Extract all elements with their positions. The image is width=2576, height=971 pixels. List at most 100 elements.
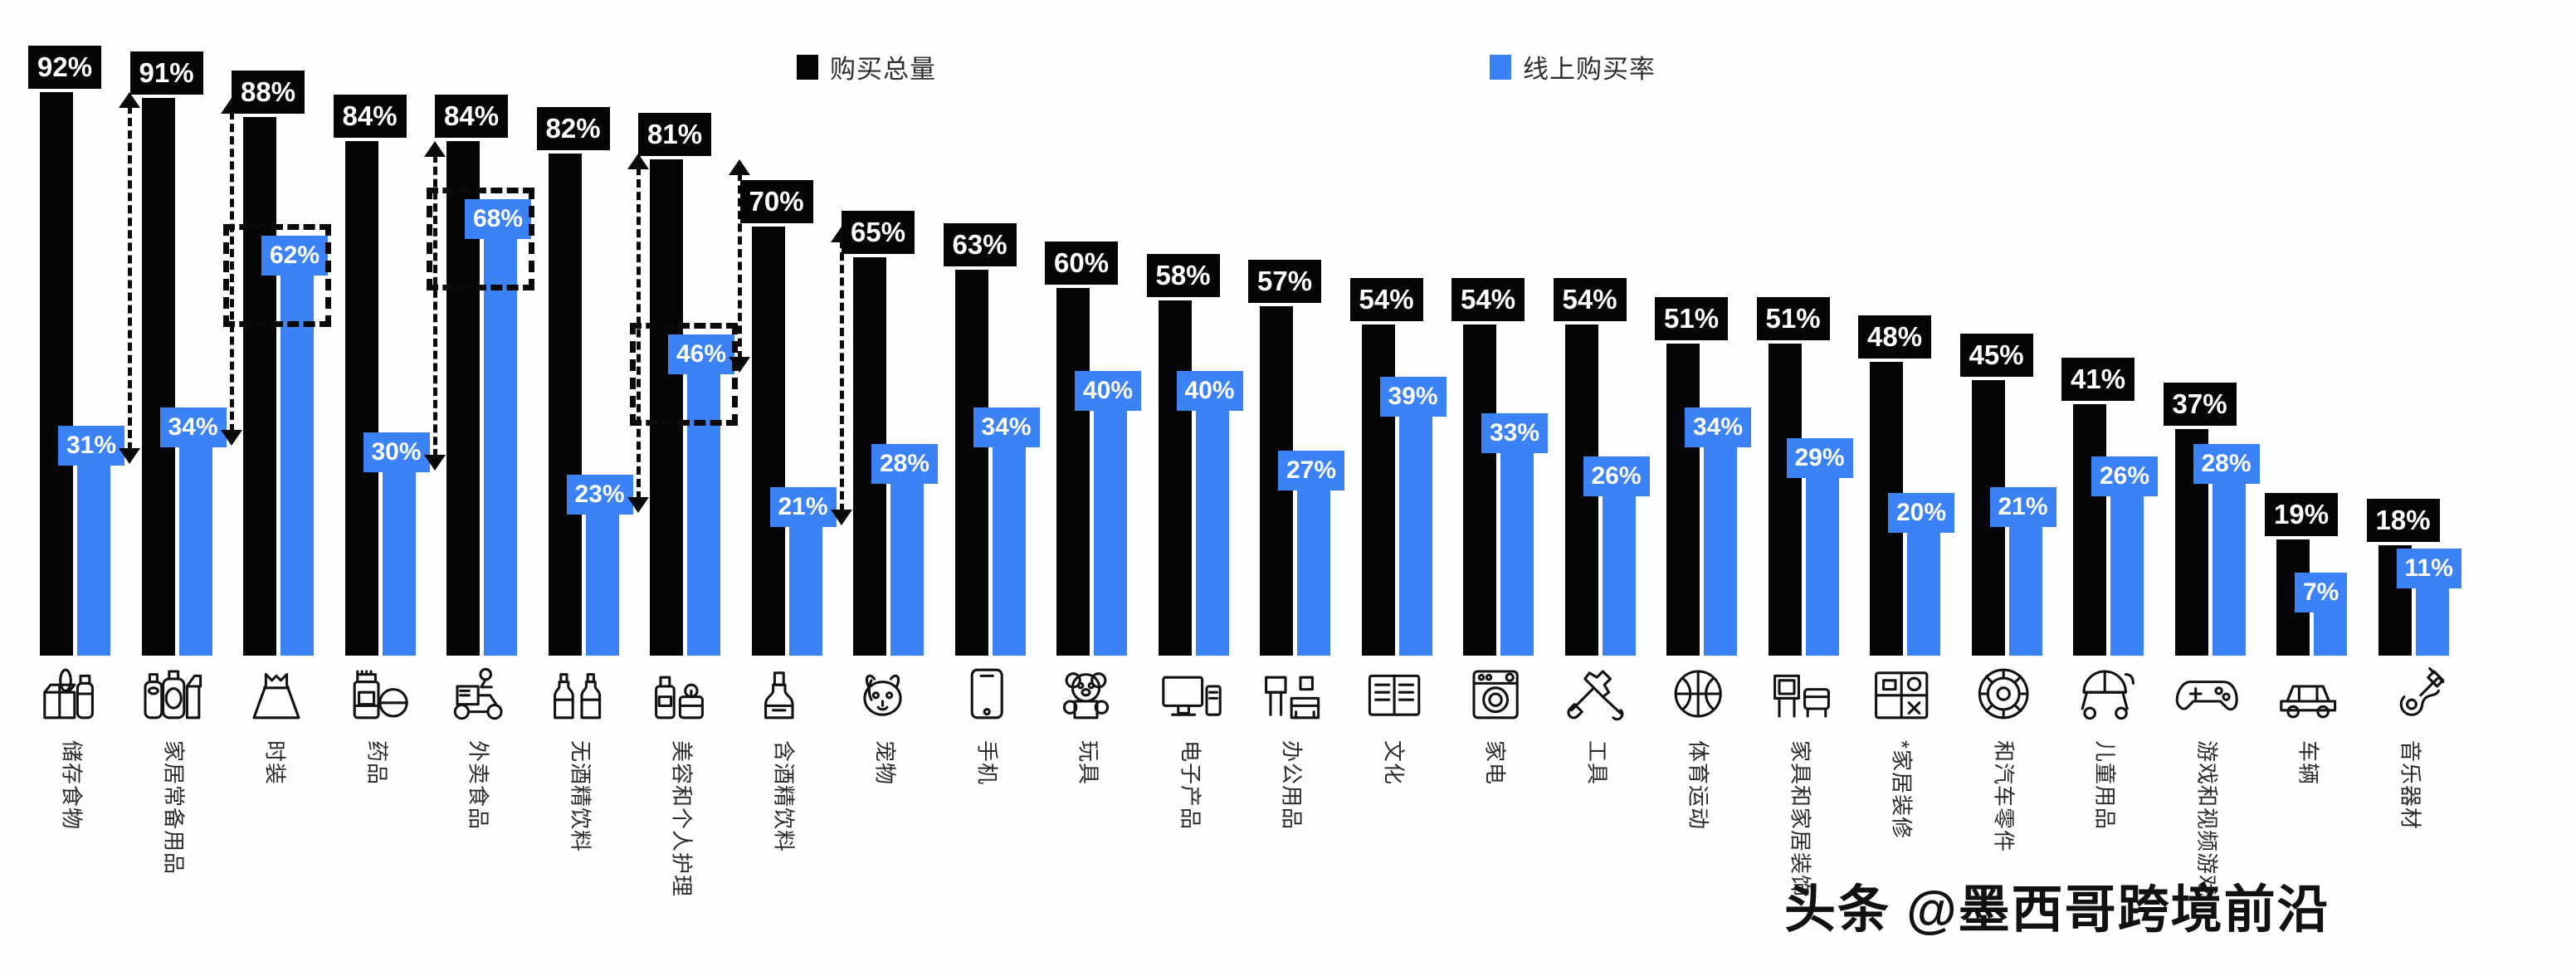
bar-online-rate <box>2008 527 2042 656</box>
bar-group <box>548 0 627 664</box>
arrow-head-up-icon <box>119 92 140 109</box>
value-label-online: 34% <box>159 407 227 448</box>
highlight-rect <box>223 224 331 328</box>
value-label-total: 54% <box>1349 278 1423 322</box>
bar-group <box>1768 0 1847 664</box>
bar-group <box>751 0 831 664</box>
gamepad-icon <box>2171 664 2246 724</box>
bar-group <box>1463 0 1542 664</box>
value-label-total: 19% <box>2265 492 2339 536</box>
bar-group <box>141 0 221 664</box>
bar-group <box>1564 0 1644 664</box>
axis-group: 体育运动 <box>1654 664 1745 830</box>
furniture-icon <box>1764 664 1839 724</box>
axis-group: 玩具 <box>1044 664 1135 785</box>
bar-online-rate <box>890 484 924 656</box>
axis-group: 家居常备用品 <box>129 664 221 875</box>
liquor-bottle-icon <box>748 664 822 724</box>
bar-total-purchase <box>40 92 73 656</box>
category-label: 含酒精饮料 <box>771 740 796 853</box>
bar-online-rate <box>1602 496 1636 656</box>
value-label-total: 88% <box>232 70 305 114</box>
axis-group: *家居装修 <box>1857 664 1949 839</box>
bar-online-rate <box>1805 477 1839 656</box>
bar-group <box>2276 0 2355 664</box>
value-label-online: 46% <box>668 334 735 374</box>
value-label-total: 51% <box>1655 296 1729 340</box>
category-label: 音乐器材 <box>2398 740 2422 831</box>
axis-group: 含酒精饮料 <box>739 664 831 852</box>
chart-legend: 购买总量 线上购买率 <box>0 0 2576 91</box>
bar-total-purchase <box>344 141 378 656</box>
bar-total-purchase <box>1056 288 1090 656</box>
value-label-online: 34% <box>1685 407 1752 448</box>
category-label: 体育运动 <box>1686 740 1711 831</box>
value-label-online: 23% <box>566 475 633 515</box>
category-label: 和汽车零件 <box>1991 740 2016 853</box>
bar-group <box>1361 0 1441 664</box>
home-renovation-icon <box>1866 664 1940 724</box>
bar-online-rate <box>178 447 212 656</box>
category-label: *家居装修 <box>1889 740 1915 840</box>
category-label: 宠物 <box>872 740 898 786</box>
value-label-online: 68% <box>465 199 532 240</box>
bar-total-purchase <box>141 98 175 656</box>
smartphone-icon <box>951 664 1026 724</box>
car-wheel-icon <box>1968 664 2042 724</box>
value-label-online: 30% <box>363 432 430 472</box>
axis-group: 电子产品 <box>1146 664 1237 830</box>
bar-total-purchase <box>954 270 988 656</box>
bar-online-rate <box>1297 490 1330 656</box>
category-axis: 储存食物 家居常备用品 时装 药品 外卖食品 无酒精饮料 美容和个人护理 含酒精饮料 宠物 手机 玩… <box>0 664 2576 971</box>
bar-online-rate <box>585 515 619 656</box>
category-label: 玩具 <box>1076 740 1101 786</box>
gap-arrow <box>423 141 446 471</box>
bar-total-purchase <box>548 153 582 656</box>
bar-online-rate <box>484 239 517 656</box>
bar-group <box>1158 0 1237 664</box>
arrow-stem <box>229 111 234 433</box>
axis-group: 宠物 <box>841 664 932 785</box>
axis-group: 无酒精饮料 <box>536 664 627 852</box>
value-label-total: 45% <box>1959 333 2033 377</box>
bar-total-purchase <box>1463 324 1496 656</box>
axis-group: 文化 <box>1349 664 1441 785</box>
stroller-icon <box>2069 664 2144 724</box>
arrow-head-up-icon <box>729 159 750 176</box>
category-label: 无酒精饮料 <box>568 740 593 853</box>
value-label-total: 57% <box>1248 260 1322 304</box>
gap-arrow <box>830 227 852 525</box>
value-label-total: 58% <box>1146 253 1220 297</box>
value-label-online: 27% <box>1278 450 1345 490</box>
value-label-online: 31% <box>58 426 125 466</box>
bar-group <box>1260 0 1339 664</box>
bar-online-rate <box>2314 612 2347 656</box>
value-label-total: 48% <box>1858 315 1932 359</box>
gap-arrow <box>627 153 649 514</box>
arrow-head-up-icon <box>423 141 446 158</box>
legend-item-0: 购买总量 <box>797 48 936 85</box>
category-label: 家电 <box>1482 740 1508 786</box>
bar-total-purchase <box>2073 404 2106 656</box>
bar-group <box>344 0 424 664</box>
bar-group <box>2073 0 2152 664</box>
highlight-rect <box>427 188 534 291</box>
value-label-online: 21% <box>769 487 837 528</box>
bar-online-rate <box>2415 588 2449 656</box>
cleaning-supplies-icon <box>138 664 212 724</box>
bar-chart-plot: 92% 31% 91% 34% 88% 62% 84% 30% 84% 68% 82% 23% 81% 4… <box>28 0 2461 664</box>
value-label-total: 54% <box>1553 278 1627 322</box>
axis-group: 家电 <box>1451 664 1542 785</box>
axis-group: 游戏和视频游戏 <box>2163 664 2254 897</box>
teddy-bear-icon <box>1052 664 1127 724</box>
bar-total-purchase <box>243 116 276 656</box>
value-label-total: 18% <box>2366 499 2440 543</box>
bar-online-rate <box>1907 533 1940 656</box>
category-label: 药品 <box>364 740 389 786</box>
grocery-box-icon <box>36 664 110 724</box>
sports-ball-icon <box>1662 664 1737 724</box>
axis-group: 药品 <box>333 664 424 785</box>
arrow-stem <box>636 166 641 500</box>
tools-icon <box>1561 664 1636 724</box>
bar-online-rate <box>1094 410 1127 656</box>
